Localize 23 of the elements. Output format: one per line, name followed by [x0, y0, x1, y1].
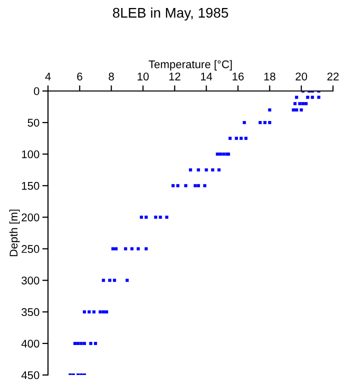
x-tick-label: 14	[201, 72, 212, 80]
y-tick-label: 150	[22, 182, 40, 190]
x-tick-label: 12	[169, 72, 180, 80]
y-axis-title: Depth [m]	[9, 210, 20, 256]
chart-title: 8LEB in May, 1985	[112, 8, 228, 20]
y-tick-label: 50	[28, 118, 40, 127]
x-tick-label: 22	[327, 72, 339, 80]
y-tick-label: 400	[21, 340, 40, 348]
y-tick-label: 450	[21, 371, 40, 380]
x-tick-label: 20	[296, 72, 308, 80]
y-tick-label: 0	[34, 87, 40, 96]
x-tick-label: 4	[45, 72, 51, 80]
y-tick-label: 250	[22, 245, 40, 253]
x-axis-title: Temperature [°C]	[148, 60, 232, 70]
y-tick-label: 200	[22, 213, 40, 222]
x-tick-label: 6	[77, 72, 82, 80]
x-tick-label: 10	[138, 72, 149, 80]
y-tick-label: 300	[22, 276, 40, 284]
y-tick-label: 100	[22, 150, 40, 158]
y-tick-label: 350	[22, 308, 40, 316]
x-tick-label: 8	[108, 72, 114, 80]
x-tick-label: 18	[264, 72, 276, 80]
x-tick-label: 16	[232, 72, 244, 80]
